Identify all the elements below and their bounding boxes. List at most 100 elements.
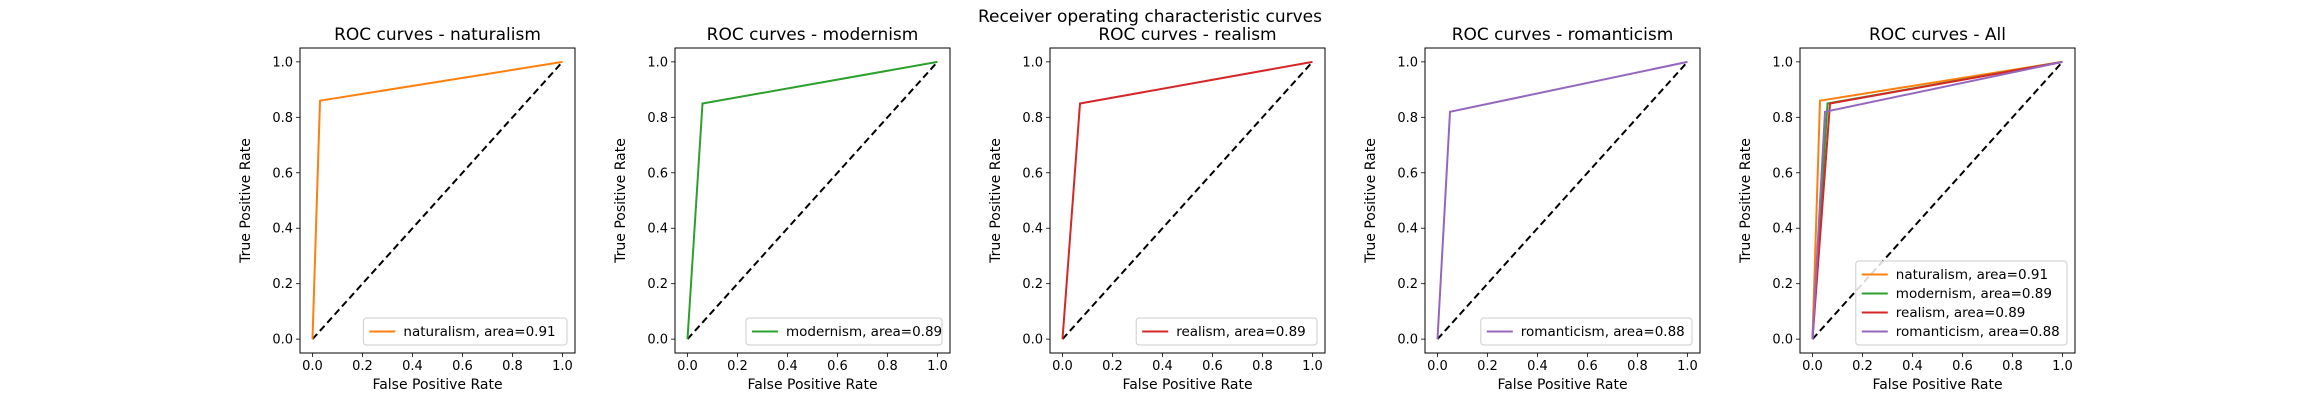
x-tick-label: 0.0 <box>1052 359 1073 374</box>
y-tick-label: 0.8 <box>647 111 668 126</box>
x-axis-label: False Positive Rate <box>1872 377 2002 393</box>
y-tick-label: 0.0 <box>647 333 668 348</box>
roc-curve-romanticism <box>1436 60 1688 340</box>
x-tick-label: 0.6 <box>827 359 848 374</box>
x-tick-label: 1.0 <box>2052 359 2073 374</box>
x-axis-label: False Positive Rate <box>372 377 502 393</box>
y-tick-label: 0.2 <box>1772 277 1793 292</box>
y-tick-label: 0.2 <box>647 277 668 292</box>
y-tick-label: 0.4 <box>647 222 668 237</box>
y-tick-label: 0.8 <box>272 111 293 126</box>
y-tick-label: 0.4 <box>1397 222 1418 237</box>
roc-curve-naturalism <box>311 60 563 340</box>
legend-box <box>362 317 568 346</box>
legend-label: realism, area=0.89 <box>1176 324 1306 340</box>
x-tick-label: 0.4 <box>1902 359 1923 374</box>
legend: naturalism, area=0.91 <box>362 317 568 346</box>
y-tick-label: 1.0 <box>272 55 293 70</box>
panel-title: ROC curves - realism <box>1098 25 1276 45</box>
x-tick-label: 0.8 <box>877 359 898 374</box>
y-axis-label: True Positive Rate <box>988 138 1004 264</box>
legend-box <box>1855 260 2068 346</box>
y-tick-label: 0.8 <box>1772 111 1793 126</box>
x-tick-label: 0.6 <box>1577 359 1598 374</box>
y-tick-label: 0.4 <box>272 222 293 237</box>
panel-title: ROC curves - modernism <box>707 25 919 45</box>
x-tick-label: 0.4 <box>777 359 798 374</box>
roc-panel: ROC curves - modernism 0.0 0.2 0.4 0.6 0.8 1.0… <box>613 25 951 393</box>
chance-diagonal-line <box>1811 61 2064 340</box>
y-tick-label: 0.8 <box>1022 111 1043 126</box>
roc-curve-modernism <box>686 60 938 340</box>
legend: realism, area=0.89 <box>1135 317 1318 346</box>
x-tick-label: 0.2 <box>727 359 748 374</box>
y-tick-label: 1.0 <box>647 55 668 70</box>
roc-panel: ROC curves - romanticism 0.0 0.2 0.4 0.6 0.8 1… <box>1363 25 1701 393</box>
plot-frame <box>299 47 576 354</box>
legend: romanticism, area=0.88 <box>1480 317 1693 346</box>
x-tick-label: 0.2 <box>1102 359 1123 374</box>
x-axis-label: False Positive Rate <box>1497 377 1627 393</box>
x-tick-label: 0.8 <box>1627 359 1648 374</box>
plot-frame <box>1424 47 1701 354</box>
legend-label: romanticism, area=0.88 <box>1896 324 2060 340</box>
x-tick-label: 1.0 <box>1677 359 1698 374</box>
x-tick-label: 1.0 <box>552 359 573 374</box>
y-axis-label: True Positive Rate <box>613 138 629 264</box>
y-axis-label: True Positive Rate <box>238 138 254 264</box>
x-tick-label: 0.8 <box>1252 359 1273 374</box>
y-axis-label: True Positive Rate <box>1363 138 1379 264</box>
y-tick-label: 0.4 <box>1022 222 1043 237</box>
y-tick-label: 0.0 <box>1397 333 1418 348</box>
x-tick-label: 0.0 <box>302 359 323 374</box>
x-tick-label: 0.4 <box>402 359 423 374</box>
legend-label: romanticism, area=0.88 <box>1521 324 1685 340</box>
x-tick-label: 0.0 <box>677 359 698 374</box>
y-tick-label: 0.6 <box>1022 166 1043 181</box>
legend-label: modernism, area=0.89 <box>1896 286 2052 302</box>
x-tick-label: 0.0 <box>1427 359 1448 374</box>
x-tick-label: 0.6 <box>1952 359 1973 374</box>
legend-label: realism, area=0.89 <box>1896 305 2026 321</box>
y-axis-label: True Positive Rate <box>1738 138 1754 264</box>
y-tick-label: 0.2 <box>1022 277 1043 292</box>
x-tick-label: 0.2 <box>1852 359 1873 374</box>
x-tick-label: 0.2 <box>352 359 373 374</box>
x-tick-label: 1.0 <box>1302 359 1323 374</box>
roc-panel: ROC curves - realism 0.0 0.2 0.4 0.6 0.8 1.0 0.… <box>988 25 1326 393</box>
x-tick-label: 0.4 <box>1152 359 1173 374</box>
y-tick-label: 0.6 <box>1397 166 1418 181</box>
x-axis-label: False Positive Rate <box>1122 377 1252 393</box>
figure-suptitle: Receiver operating characteristic curves <box>978 7 1322 27</box>
roc-panel: ROC curves - naturalism 0.0 0.2 0.4 0.6 0.8 1.… <box>238 25 576 393</box>
y-tick-label: 0.0 <box>272 333 293 348</box>
legend-label: modernism, area=0.89 <box>786 324 942 340</box>
x-tick-label: 0.2 <box>1477 359 1498 374</box>
y-tick-label: 0.6 <box>647 166 668 181</box>
plot-frame <box>674 47 951 354</box>
chance-diagonal-line <box>686 61 939 340</box>
x-tick-label: 0.8 <box>2002 359 2023 374</box>
legend: modernism, area=0.89 <box>745 317 943 346</box>
x-tick-label: 1.0 <box>927 359 948 374</box>
y-tick-label: 0.2 <box>1397 277 1418 292</box>
chart-panels: ROC curves - naturalism 0.0 0.2 0.4 0.6 0.8 1.… <box>238 25 2076 393</box>
x-tick-label: 0.0 <box>1802 359 1823 374</box>
y-tick-label: 0.2 <box>272 277 293 292</box>
y-tick-label: 1.0 <box>1022 55 1043 70</box>
chance-diagonal-line <box>311 61 564 340</box>
x-tick-label: 0.8 <box>502 359 523 374</box>
roc-panel: ROC curves - All 0.0 0.2 0.4 0.6 0.8 1.0 0.0 0.2… <box>1738 25 2076 393</box>
legend-box <box>1135 317 1318 346</box>
roc-curve-realism <box>1811 60 2063 340</box>
legend-box <box>745 317 943 346</box>
legend-label: naturalism, area=0.91 <box>1896 267 2048 283</box>
legend-label: naturalism, area=0.91 <box>403 324 555 340</box>
y-tick-label: 0.0 <box>1772 333 1793 348</box>
chance-diagonal-line <box>1061 61 1314 340</box>
x-tick-label: 0.6 <box>1202 359 1223 374</box>
x-axis-label: False Positive Rate <box>747 377 877 393</box>
roc-curve-romanticism <box>1811 60 2063 340</box>
roc-curve-realism <box>1061 60 1313 340</box>
y-tick-label: 0.0 <box>1022 333 1043 348</box>
